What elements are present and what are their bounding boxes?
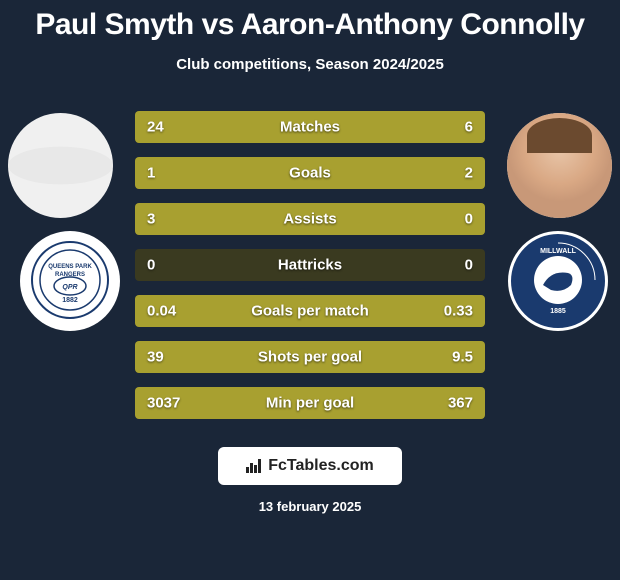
player-right-avatar xyxy=(507,113,612,218)
stat-label: Hattricks xyxy=(278,257,342,274)
brand-text: FcTables.com xyxy=(268,457,374,474)
subtitle: Club competitions, Season 2024/2025 xyxy=(0,56,620,73)
comparison-card: Paul Smyth vs Aaron-Anthony Connolly Clu… xyxy=(0,0,620,580)
stat-bars: 24 6 Matches 1 2 Goals 3 0 Assists 0 0 Hattricks 0.0… xyxy=(135,111,485,433)
stat-row: 24 6 Matches xyxy=(135,111,485,143)
svg-text:1885: 1885 xyxy=(550,308,566,315)
stat-value-left: 3 xyxy=(147,211,155,228)
stat-label: Goals per match xyxy=(251,303,369,320)
club-right-logo: MILLWALL 1885 xyxy=(508,231,608,331)
player-left-avatar xyxy=(8,113,113,218)
bar-fill-right xyxy=(252,157,485,189)
placeholder-avatar-icon xyxy=(8,113,113,218)
bar-fill-left xyxy=(135,111,415,143)
stat-row: 0 0 Hattricks xyxy=(135,249,485,281)
qpr-crest-icon: QUEENS PARK RANGERS QPR 1882 xyxy=(30,240,110,323)
stat-row: 39 9.5 Shots per goal xyxy=(135,341,485,373)
stat-value-left: 0.04 xyxy=(147,303,176,320)
hair-icon xyxy=(527,118,592,153)
stats-area: QUEENS PARK RANGERS QPR 1882 MILLWALL 18… xyxy=(0,101,620,431)
svg-text:1882: 1882 xyxy=(62,297,78,304)
stat-label: Assists xyxy=(283,211,336,228)
stat-value-right: 2 xyxy=(465,165,473,182)
date-label: 13 february 2025 xyxy=(0,499,620,514)
stat-value-left: 0 xyxy=(147,257,155,274)
stat-value-right: 6 xyxy=(465,119,473,136)
stat-value-left: 24 xyxy=(147,119,164,136)
bar-fill-right xyxy=(415,111,485,143)
stat-row: 3037 367 Min per goal xyxy=(135,387,485,419)
footer: FcTables.com 13 february 2025 xyxy=(0,447,620,514)
stat-value-right: 367 xyxy=(448,395,473,412)
millwall-crest-icon: MILLWALL 1885 xyxy=(513,235,603,327)
stat-value-left: 3037 xyxy=(147,395,180,412)
stat-value-left: 39 xyxy=(147,349,164,366)
page-title: Paul Smyth vs Aaron-Anthony Connolly xyxy=(0,8,620,42)
bar-fill-right xyxy=(416,341,485,373)
brand-badge: FcTables.com xyxy=(218,447,402,485)
stat-value-right: 0.33 xyxy=(444,303,473,320)
stat-label: Min per goal xyxy=(266,395,354,412)
stat-value-right: 9.5 xyxy=(452,349,473,366)
stat-row: 0.04 0.33 Goals per match xyxy=(135,295,485,327)
stat-label: Goals xyxy=(289,165,331,182)
svg-text:MILLWALL: MILLWALL xyxy=(540,248,576,255)
face-icon xyxy=(507,113,612,218)
svg-text:QPR: QPR xyxy=(62,284,77,291)
stat-row: 3 0 Assists xyxy=(135,203,485,235)
stat-label: Matches xyxy=(280,119,340,136)
chart-bars-icon xyxy=(246,457,262,475)
stat-row: 1 2 Goals xyxy=(135,157,485,189)
stat-value-left: 1 xyxy=(147,165,155,182)
svg-text:QUEENS PARK: QUEENS PARK xyxy=(48,264,92,270)
club-left-logo: QUEENS PARK RANGERS QPR 1882 xyxy=(20,231,120,331)
stat-value-right: 0 xyxy=(465,257,473,274)
stat-value-right: 0 xyxy=(465,211,473,228)
stat-label: Shots per goal xyxy=(258,349,362,366)
